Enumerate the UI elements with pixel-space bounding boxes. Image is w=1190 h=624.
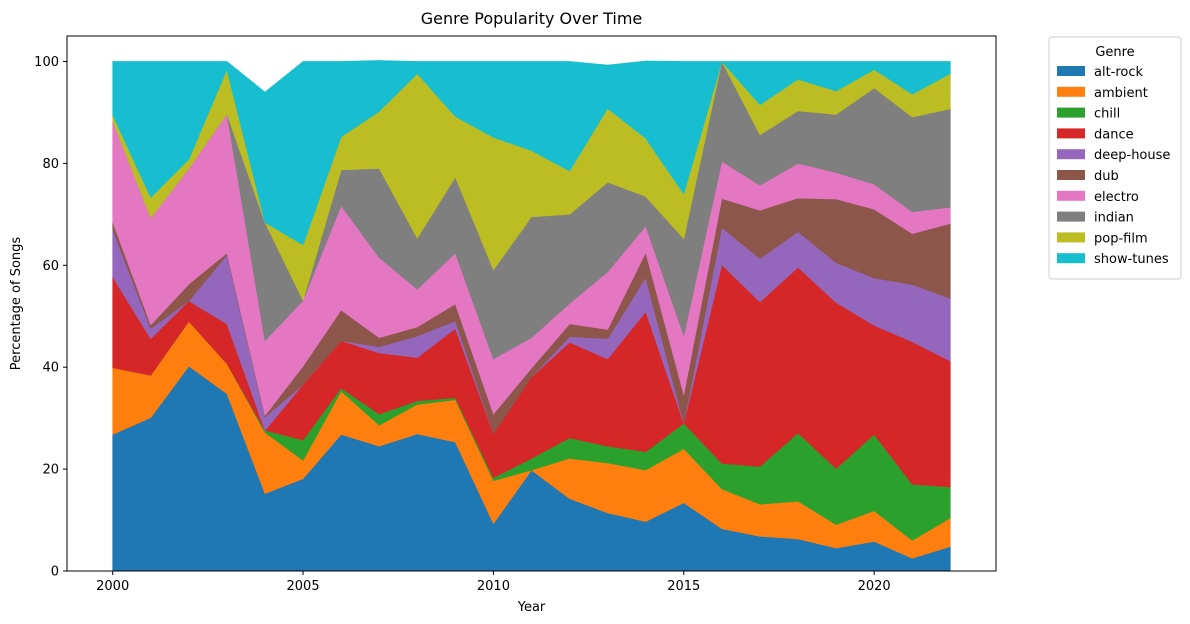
legend-label: alt-rock (1094, 65, 1144, 80)
legend-swatch (1057, 107, 1085, 118)
legend-label: dub (1094, 169, 1119, 184)
legend-swatch (1057, 66, 1085, 76)
y-tick-label: 0 (51, 565, 59, 580)
y-tick-label: 100 (34, 55, 59, 70)
y-tick-label: 40 (42, 361, 59, 376)
legend-label: indian (1094, 211, 1134, 226)
legend: Genre alt-rock ambient chill dance deep-hous… (1048, 36, 1182, 280)
legend-swatch (1057, 190, 1085, 201)
y-axis-label: Percentage of Songs (9, 237, 24, 371)
legend-swatch (1057, 211, 1085, 222)
x-axis: 2000 2005 2010 2015 2020 (96, 571, 891, 594)
y-tick-label: 60 (42, 259, 59, 274)
y-axis: 0 20 40 60 80 100 (34, 55, 67, 580)
x-tick-label: 2020 (858, 579, 891, 594)
legend-label: ambient (1094, 86, 1148, 101)
x-tick-label: 2000 (96, 579, 129, 594)
area-show-tunes (112, 60, 951, 246)
legend-label: deep-house (1094, 148, 1170, 163)
legend-swatch (1057, 149, 1085, 160)
x-axis-label: Year (517, 600, 546, 615)
legend-swatch (1057, 253, 1085, 264)
y-tick-label: 20 (42, 463, 59, 478)
y-tick-label: 80 (42, 157, 59, 172)
legend-label: chill (1094, 107, 1120, 122)
legend-swatch (1057, 232, 1085, 243)
legend-swatch (1057, 86, 1085, 97)
legend-swatch (1057, 128, 1085, 139)
x-tick-label: 2005 (287, 579, 320, 594)
legend-title: Genre (1095, 45, 1134, 60)
legend-swatch (1057, 170, 1085, 180)
legend-label: electro (1094, 190, 1139, 205)
legend-label: show-tunes (1094, 252, 1169, 267)
plot-frame (66, 35, 997, 572)
legend-label: dance (1094, 127, 1134, 142)
x-tick-label: 2015 (667, 579, 700, 594)
stacked-areas (112, 60, 951, 572)
chart-title: Genre Popularity Over Time (421, 9, 643, 28)
x-tick-label: 2010 (477, 579, 510, 594)
legend-label: pop-film (1094, 231, 1148, 246)
